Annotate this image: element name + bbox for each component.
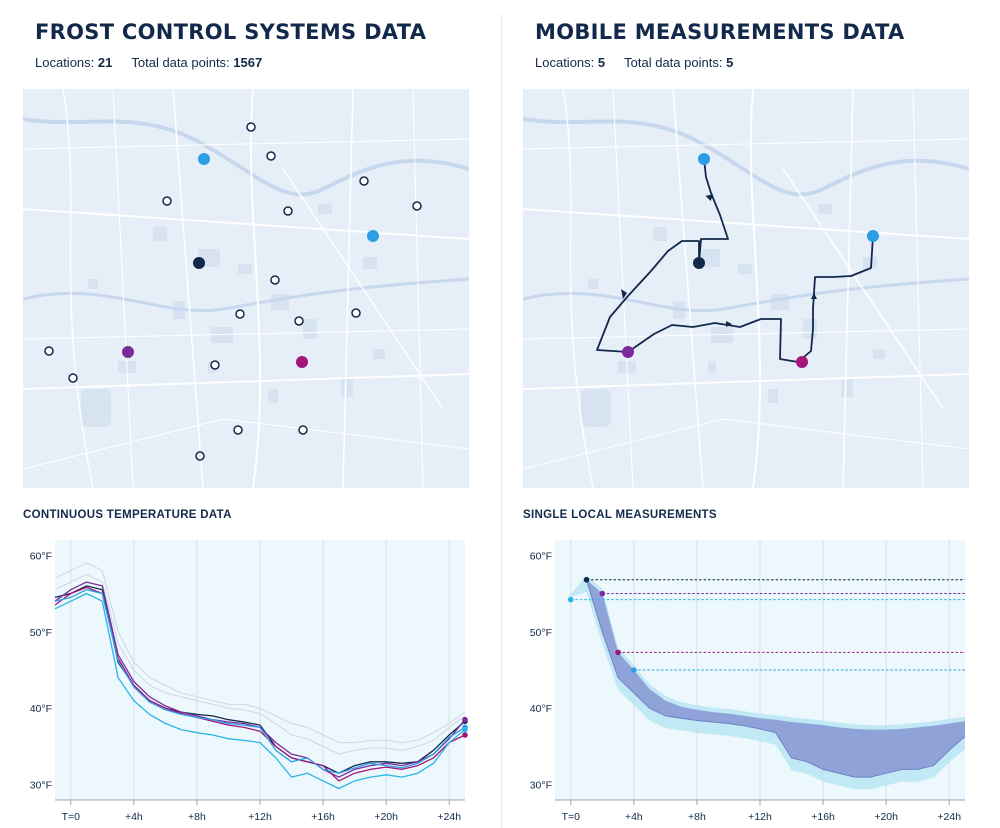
map-base-layer [23, 89, 469, 488]
mobile-measurements-panel: MOBILE MEASUREMENTS DATA Locations: 5 To… [500, 0, 1000, 828]
temperature-series-line [54, 592, 466, 790]
highlight-marker-magenta[interactable] [796, 356, 808, 368]
series-end-point [462, 716, 468, 723]
right-x-tick-label: +16h [811, 811, 835, 823]
map-base-layer [523, 89, 969, 488]
locations-label: Locations: [35, 55, 95, 70]
frost-location-marker[interactable] [235, 309, 245, 319]
temperature-series-line [54, 573, 466, 755]
measurement-point [567, 596, 574, 603]
frost-location-marker[interactable] [210, 360, 220, 370]
measurement-point [583, 576, 590, 583]
highlight-marker-magenta[interactable] [296, 356, 308, 368]
measurement-band-lower-edge [586, 579, 966, 778]
measurement-band-area [586, 579, 965, 778]
highlight-marker-blue-1[interactable] [198, 153, 210, 165]
mobile-measurements-title: MOBILE MEASUREMENTS DATA [535, 20, 905, 44]
locations-value: 5 [597, 55, 606, 70]
single-measurements-chart: T=0 +4h +8h +12h +16h +20h +24h 60°F 50°F 40°F 30°… [500, 535, 1000, 828]
total-points-label: Total data points: [624, 55, 723, 70]
left-x-tick-label: +4h [125, 811, 143, 823]
route-arrow-icon [705, 194, 714, 201]
total-points-value: 5 [726, 55, 734, 70]
frost-location-marker[interactable] [283, 206, 293, 216]
total-points-label: Total data points: [131, 55, 230, 70]
measurement-point [615, 649, 621, 656]
left-x-tick-label: +8h [188, 811, 206, 823]
right-y-tick-label: 50°F [530, 627, 552, 639]
right-x-tick-label: +12h [748, 811, 772, 823]
left-x-tick-label: +16h [311, 811, 335, 823]
right-x-tick-label: +4h [625, 811, 643, 823]
temperature-series-line [54, 589, 466, 774]
highlight-marker-navy[interactable] [193, 257, 205, 269]
frost-location-marker[interactable] [246, 122, 256, 132]
locations-value: 21 [97, 55, 113, 70]
series-end-point [462, 726, 468, 733]
highlight-marker-purple[interactable] [122, 346, 134, 358]
frost-locations-map[interactable] [23, 89, 469, 488]
route-arrow-icon [621, 289, 627, 299]
right-x-tick-label: T=0 [562, 811, 581, 823]
frost-location-marker[interactable] [298, 425, 308, 435]
map-blocks [581, 204, 885, 427]
right-y-tick-label: 40°F [530, 703, 552, 715]
highlight-marker-navy[interactable] [693, 257, 705, 269]
continuous-temperature-svg: T=0 +4h +8h +12h +16h +20h +24h 60°F 50°F 40°F 30°… [30, 540, 468, 823]
frost-location-marker[interactable] [412, 201, 422, 211]
left-y-tick-label: 50°F [30, 627, 52, 639]
left-y-tick-label: 40°F [30, 703, 52, 715]
frost-control-stats: Locations: 21 Total data points: 1567 [35, 55, 262, 70]
mobile-route-map[interactable] [523, 89, 969, 488]
left-x-tick-label: +20h [374, 811, 398, 823]
frost-location-marker[interactable] [44, 346, 54, 356]
mobile-measurements-stats: Locations: 5 Total data points: 5 [535, 55, 733, 70]
total-points-value: 1567 [233, 55, 263, 70]
frost-location-marker[interactable] [162, 196, 172, 206]
route-arrow-icon [811, 293, 817, 299]
single-measurements-svg: T=0 +4h +8h +12h +16h +20h +24h 60°F 50°F 40°F 30°… [530, 540, 966, 823]
right-y-tick-label: 30°F [530, 780, 552, 792]
temperature-series-line [54, 562, 466, 744]
map-blocks [81, 204, 385, 427]
left-x-tick-label: T=0 [62, 811, 81, 823]
frost-control-title: FROST CONTROL SYSTEMS DATA [35, 20, 427, 44]
left-x-tick-label: +24h [437, 811, 461, 823]
locations-label: Locations: [535, 55, 595, 70]
right-x-tick-label: +24h [937, 811, 961, 823]
route-direction-arrows [621, 194, 817, 327]
frost-control-panel: FROST CONTROL SYSTEMS DATA Locations: 21… [0, 20, 500, 828]
frost-location-marker[interactable] [270, 275, 280, 285]
frost-location-marker[interactable] [195, 451, 205, 461]
frost-location-marker[interactable] [68, 373, 78, 383]
right-x-tick-label: +8h [688, 811, 706, 823]
mobile-route-path [596, 158, 874, 363]
frost-location-markers[interactable] [44, 122, 422, 461]
frost-location-marker[interactable] [233, 425, 243, 435]
highlight-marker-blue-1[interactable] [698, 153, 710, 165]
left-y-tick-label: 30°F [30, 780, 52, 792]
highlight-marker-blue-2[interactable] [367, 230, 379, 242]
right-y-tick-label: 60°F [530, 550, 552, 562]
panel-divider [501, 14, 502, 828]
temperature-series-line [54, 586, 466, 782]
series-end-point [462, 732, 468, 738]
right-x-tick-label: +20h [874, 811, 898, 823]
left-y-tick-label: 60°F [30, 550, 52, 562]
route-arrow-icon [726, 321, 732, 327]
measurement-point [631, 667, 637, 673]
continuous-temperature-chart: T=0 +4h +8h +12h +16h +20h +24h 60°F 50°F 40°F 30°… [0, 535, 500, 828]
frost-location-marker[interactable] [351, 308, 361, 318]
measurement-point [599, 590, 606, 597]
highlight-marker-blue-2[interactable] [867, 230, 879, 242]
frost-location-marker[interactable] [294, 316, 304, 326]
highlight-marker-purple[interactable] [622, 346, 634, 358]
single-measurements-subtitle: SINGLE LOCAL MEASUREMENTS [523, 509, 717, 521]
frost-location-marker[interactable] [266, 151, 276, 161]
frost-location-marker[interactable] [359, 176, 369, 186]
left-x-tick-label: +12h [248, 811, 272, 823]
continuous-temperature-subtitle: CONTINUOUS TEMPERATURE DATA [23, 509, 232, 521]
